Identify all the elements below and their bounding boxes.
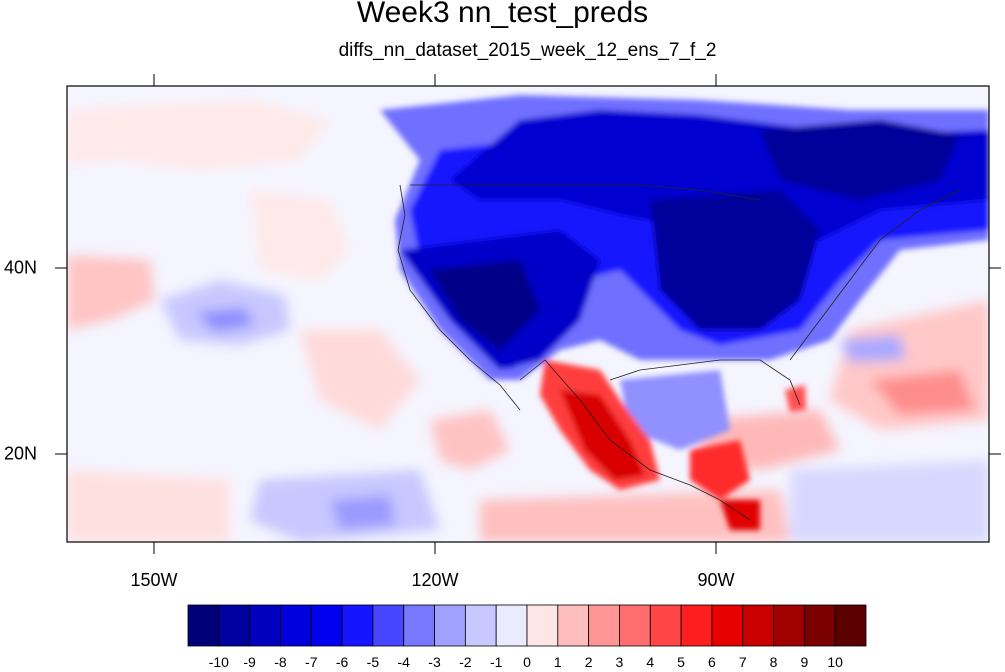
colorbar-swatch bbox=[187, 604, 220, 647]
colorbar-label: 7 bbox=[738, 654, 747, 670]
colorbar-swatch bbox=[649, 604, 682, 647]
colorbar-label: -1 bbox=[489, 654, 503, 670]
colorbar-label: 6 bbox=[708, 654, 716, 670]
coastline bbox=[397, 184, 961, 521]
colorbar-swatch bbox=[249, 604, 281, 647]
lon-label-90w: 90W bbox=[697, 570, 735, 590]
colorbar-label: -5 bbox=[366, 654, 380, 670]
colorbar-swatch bbox=[218, 604, 251, 647]
colorbar-label: 5 bbox=[677, 654, 685, 670]
colorbar-swatch bbox=[773, 604, 805, 647]
colorbar-label: 3 bbox=[615, 654, 624, 670]
lon-label-150w: 150W bbox=[130, 570, 178, 590]
colorbar-label: 0 bbox=[523, 654, 531, 670]
colorbar-label: -9 bbox=[243, 654, 256, 670]
anomaly-field bbox=[67, 86, 989, 542]
colorbar-swatch bbox=[834, 604, 867, 647]
colorbar-swatch bbox=[495, 604, 528, 647]
colorbar-label: -2 bbox=[459, 654, 472, 670]
axis-ticks bbox=[55, 74, 1001, 554]
colorbar-swatch bbox=[742, 604, 774, 647]
colorbar-swatch bbox=[434, 604, 466, 647]
colorbar-label: 2 bbox=[584, 654, 593, 670]
colorbar-swatch bbox=[619, 604, 651, 647]
colorbar-swatch bbox=[711, 604, 744, 647]
colorbar-label: -8 bbox=[274, 654, 287, 670]
colorbar-label: -6 bbox=[335, 654, 349, 670]
colorbar-label: -3 bbox=[428, 654, 441, 670]
colorbar-label: -10 bbox=[208, 654, 229, 670]
colorbar-swatch bbox=[280, 604, 312, 647]
colorbar-label: 1 bbox=[553, 654, 562, 670]
colorbar-swatch bbox=[310, 604, 343, 647]
colorbar-swatch bbox=[803, 604, 836, 647]
colorbar-swatch bbox=[680, 604, 713, 647]
colorbar-swatch bbox=[557, 604, 590, 647]
colorbar-label: 4 bbox=[646, 654, 655, 670]
lon-label-120w: 120W bbox=[411, 570, 459, 590]
colorbar-swatch bbox=[403, 604, 435, 647]
colorbar-label: 8 bbox=[769, 654, 778, 670]
colorbar-swatch bbox=[372, 604, 405, 647]
colorbar-swatch bbox=[526, 604, 559, 647]
colorbar-swatch bbox=[588, 604, 620, 647]
colorbar-label: 10 bbox=[827, 654, 843, 670]
lat-label-20n: 20N bbox=[4, 443, 38, 464]
colorbar-label: 9 bbox=[800, 654, 809, 670]
map-subtitle: diffs_nn_dataset_2015_week_12_ens_7_f_2 bbox=[338, 40, 717, 61]
lat-label-40n: 40N bbox=[4, 257, 38, 278]
colorbar-label: -7 bbox=[305, 654, 318, 670]
colorbar-swatch bbox=[464, 604, 497, 647]
colorbar-swatch bbox=[341, 604, 374, 647]
colorbar bbox=[187, 604, 867, 647]
map-title: Week3 nn_test_preds bbox=[356, 0, 649, 29]
map-frame bbox=[66, 85, 990, 543]
colorbar-label: -4 bbox=[397, 654, 410, 670]
